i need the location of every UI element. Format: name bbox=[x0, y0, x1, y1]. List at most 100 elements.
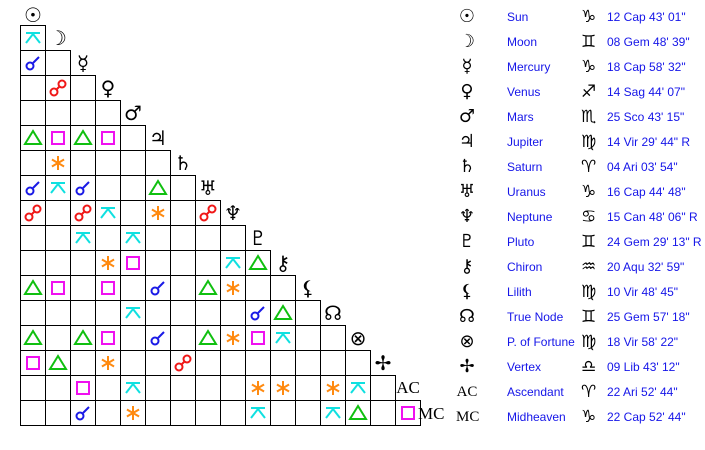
aspect-cell-empty bbox=[370, 375, 396, 401]
aspect-cell-sextile bbox=[220, 275, 246, 301]
aspect-cell-quincunx bbox=[120, 300, 146, 326]
aspect-cell-square bbox=[395, 400, 421, 426]
aspect-cell-opposition bbox=[45, 75, 71, 101]
aspect-cell-empty bbox=[45, 250, 71, 276]
planet-position: 25 Sco 43' 15" bbox=[607, 110, 685, 124]
aspect-cell-empty bbox=[20, 400, 46, 426]
aspect-cell-empty bbox=[70, 150, 96, 176]
aspect-cell-empty bbox=[145, 375, 171, 401]
aspect-cell-empty bbox=[295, 375, 321, 401]
zodiac-sign-icon: ♊ bbox=[581, 32, 597, 52]
neptune-icon: ♆ bbox=[224, 201, 242, 225]
quincunx-icon bbox=[250, 407, 266, 419]
planet-position: 12 Cap 43' 01" bbox=[607, 10, 686, 24]
aspect-cell-trine bbox=[70, 125, 96, 151]
square-icon bbox=[26, 356, 40, 370]
midheaven-icon: MC bbox=[456, 409, 480, 425]
true-node-icon: ☊ bbox=[459, 306, 475, 327]
venus-icon: ♀ bbox=[460, 81, 474, 102]
aspect-cell-conjunction bbox=[145, 275, 171, 301]
aspect-cell-empty bbox=[120, 350, 146, 376]
aspect-cell-sextile bbox=[145, 200, 171, 226]
square-icon bbox=[101, 281, 115, 295]
planet-name: Neptune bbox=[507, 210, 553, 224]
aspect-cell-trine bbox=[195, 325, 221, 351]
legend-row: MC Midheaven ♑ 22 Cap 52' 44" bbox=[450, 406, 705, 431]
opposition-icon bbox=[174, 354, 192, 372]
zodiac-sign-icon: ♋ bbox=[581, 207, 597, 227]
zodiac-sign-icon: ♑ bbox=[581, 57, 597, 77]
zodiac-sign-icon: ♈ bbox=[581, 157, 597, 177]
zodiac-sign-icon: ♊ bbox=[581, 307, 597, 327]
planet-position: 22 Cap 52' 44" bbox=[607, 410, 686, 424]
sextile-icon bbox=[226, 331, 240, 345]
aspect-cell-square bbox=[245, 325, 271, 351]
aspect-cell-empty bbox=[95, 100, 121, 126]
chiron-icon: ⚷ bbox=[460, 256, 474, 277]
jupiter-icon: ♃ bbox=[149, 126, 167, 150]
aspect-cell-opposition bbox=[195, 200, 221, 226]
chiron-icon: ⚷ bbox=[275, 251, 291, 275]
aspect-cell-empty bbox=[270, 275, 296, 301]
opposition-icon bbox=[49, 79, 67, 97]
quincunx-icon bbox=[275, 332, 291, 344]
planet-name: Chiron bbox=[507, 260, 543, 274]
quincunx-icon bbox=[75, 232, 91, 244]
quincunx-icon bbox=[325, 407, 341, 419]
pluto-icon: ♇ bbox=[458, 231, 476, 252]
aspect-cell-sextile bbox=[220, 325, 246, 351]
aspect-cell-empty bbox=[270, 400, 296, 426]
aspect-cell-empty bbox=[70, 350, 96, 376]
aspect-cell-empty bbox=[45, 300, 71, 326]
planet-name: Midheaven bbox=[507, 410, 566, 424]
aspect-cell-square bbox=[45, 275, 71, 301]
aspect-cell-quincunx bbox=[270, 325, 296, 351]
legend-row: AC Ascendant ♈ 22 Ari 52' 44" bbox=[450, 381, 705, 406]
aspect-cell-conjunction bbox=[20, 175, 46, 201]
mars-icon: ♂ bbox=[124, 101, 142, 125]
planet-name: Lilith bbox=[507, 285, 532, 299]
aspect-cell-quincunx bbox=[345, 375, 371, 401]
aspect-cell-empty bbox=[20, 225, 46, 251]
aspect-cell-quincunx bbox=[120, 375, 146, 401]
zodiac-sign-icon: ♑ bbox=[581, 407, 597, 427]
aspect-cell-empty bbox=[170, 175, 196, 201]
moon-icon: ☽ bbox=[49, 26, 67, 50]
planet-position: 08 Gem 48' 39" bbox=[607, 35, 690, 49]
zodiac-sign-icon: ♑ bbox=[581, 182, 597, 202]
aspect-cell-square bbox=[95, 125, 121, 151]
quincunx-icon bbox=[125, 307, 141, 319]
aspect-cell-conjunction bbox=[145, 325, 171, 351]
aspect-cell-square bbox=[95, 325, 121, 351]
aspect-cell-empty bbox=[345, 350, 371, 376]
aspect-cell-empty bbox=[320, 325, 346, 351]
mars-icon: ♂ bbox=[458, 106, 476, 127]
midheaven-icon: MC bbox=[418, 404, 445, 423]
aspect-cell-empty bbox=[170, 375, 196, 401]
aspect-cell-square bbox=[120, 250, 146, 276]
zodiac-sign-icon: ♍ bbox=[581, 132, 597, 152]
aspect-cell-empty bbox=[45, 225, 71, 251]
aspect-cell-empty bbox=[320, 350, 346, 376]
opposition-icon bbox=[199, 204, 217, 222]
aspect-cell-quincunx bbox=[70, 225, 96, 251]
mercury-icon: ☿ bbox=[461, 56, 473, 77]
aspect-cell-empty bbox=[120, 125, 146, 151]
aspect-cell-trine bbox=[195, 275, 221, 301]
sextile-icon bbox=[276, 381, 290, 395]
aspect-cell-empty bbox=[20, 375, 46, 401]
ascendant-icon: AC bbox=[456, 384, 478, 400]
square-icon bbox=[101, 331, 115, 345]
aspect-cell-empty bbox=[45, 375, 71, 401]
conjunction-icon bbox=[25, 181, 40, 196]
aspect-cell-empty bbox=[195, 225, 221, 251]
sextile-icon bbox=[51, 156, 65, 170]
p-of-fortune-icon: ⊗ bbox=[349, 326, 367, 350]
aspect-cell-empty bbox=[220, 300, 246, 326]
zodiac-sign-icon: ♏ bbox=[581, 107, 597, 127]
planet-position: 16 Cap 44' 48" bbox=[607, 185, 686, 199]
planet-name: Mercury bbox=[507, 60, 551, 74]
p-of-fortune-icon: ⊗ bbox=[459, 331, 475, 352]
aspect-cell-empty bbox=[45, 100, 71, 126]
uranus-icon: ♅ bbox=[458, 181, 476, 202]
